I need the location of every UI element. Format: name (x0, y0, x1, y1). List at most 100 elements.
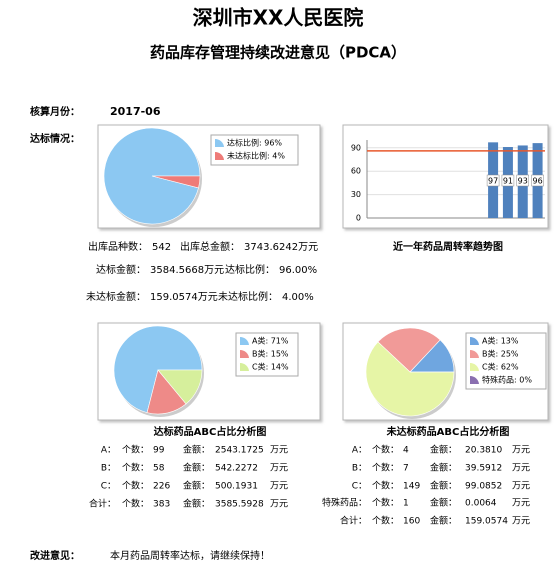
summary-value: 96.00% (279, 265, 317, 276)
summary-value: 3584.5668万元 (150, 265, 224, 276)
legend-swatch (240, 362, 249, 371)
legend-swatch (215, 151, 224, 160)
summary-label: 达标金额： (96, 263, 146, 276)
legend-label: 达标比例: 96% (227, 138, 282, 148)
table-cell: 226 (153, 482, 170, 492)
legend-swatch (470, 362, 479, 371)
table-cell: 1 (403, 499, 409, 509)
table-cell: 万元 (270, 482, 288, 492)
table-cell: 99.0852 (465, 482, 502, 492)
legend-label: C类: 14% (252, 362, 289, 372)
table-cell: 万元 (512, 446, 530, 456)
pie-slice (157, 369, 203, 405)
table-cell: 个数： (372, 515, 399, 527)
table-cell: A： (101, 446, 116, 456)
summary-label: 出库总金额： (180, 240, 240, 253)
table-cell: 金额： (430, 480, 457, 492)
chart-title: 近一年药品周转率趋势图 (393, 240, 503, 253)
legend-label: A类: 71% (252, 336, 289, 346)
status-label: 达标情况： (30, 132, 80, 145)
table-cell: 万元 (512, 499, 530, 509)
y-tick-label: 90 (351, 143, 361, 152)
table-cell: 160 (403, 517, 420, 527)
table-cell: 500.1931 (215, 482, 258, 492)
summary-value: 4.00% (282, 292, 314, 303)
legend-swatch (240, 349, 249, 358)
bar-label: 96 (532, 177, 542, 186)
table-cell: 万元 (512, 482, 530, 492)
table-cell: 金额： (430, 444, 457, 456)
table-cell: 0.0064 (465, 499, 497, 509)
table-cell: 金额： (183, 444, 210, 456)
pie-slice (113, 325, 203, 413)
table-cell: 542.2272 (215, 464, 258, 474)
table-cell: 金额： (430, 462, 457, 474)
chart-title: 达标药品ABC占比分析图 (154, 425, 267, 438)
y-tick-label: 30 (351, 190, 361, 199)
table-cell: 个数： (122, 444, 149, 456)
period-label: 核算月份： (30, 105, 80, 118)
bar-label: 97 (488, 177, 498, 186)
period-value: 2017-06 (110, 105, 161, 118)
pie-slice (151, 175, 201, 189)
bar-label: 91 (503, 177, 513, 186)
table-cell: 万元 (270, 500, 288, 510)
table-cell: 个数： (122, 480, 149, 492)
table-cell: C： (352, 482, 367, 492)
pie-slice (365, 341, 455, 417)
table-cell: 149 (403, 482, 420, 492)
table-cell: 万元 (270, 446, 288, 456)
table-cell: 58 (153, 464, 165, 474)
advice-label: 改进意见： (30, 549, 80, 562)
table-cell: 个数： (122, 462, 149, 474)
table-cell: 万元 (512, 464, 530, 474)
legend-swatch (470, 375, 479, 384)
table-cell: 个数： (122, 498, 149, 510)
legend (210, 134, 299, 166)
table-cell: 个数： (372, 480, 399, 492)
table-cell: 特殊药品： (322, 497, 367, 509)
table-cell: 个数： (372, 444, 399, 456)
legend-swatch (470, 336, 479, 345)
legend-swatch (215, 138, 224, 147)
table-cell: 99 (153, 446, 165, 456)
y-tick-label: 60 (351, 167, 361, 176)
legend-label: 特殊药品: 0% (482, 375, 532, 385)
table-cell: 39.5912 (465, 464, 502, 474)
legend-label: 未达标比例: 4% (227, 151, 285, 161)
table-cell: 2543.1725 (215, 446, 264, 456)
table-cell: 383 (153, 500, 170, 510)
legend-swatch (240, 336, 249, 345)
bar-label-box (486, 174, 500, 187)
summary-label: 出库品种数： (88, 240, 148, 253)
table-cell: B： (352, 464, 367, 474)
summary-label: 达标比例： (225, 263, 275, 276)
bar-label-box (516, 174, 529, 187)
table-cell: 金额： (183, 498, 210, 510)
subtitle: 药品库存管理持续改进意见（PDCA） (150, 44, 406, 62)
bar-label-box (501, 174, 515, 187)
table-cell: 万元 (270, 464, 288, 474)
summary-value: 159.0574万元 (150, 292, 218, 303)
summary-value: 542 (152, 242, 171, 253)
summary-label: 未达标金额： (86, 290, 146, 303)
table-cell: 合计： (340, 515, 367, 527)
table-cell: B： (101, 464, 116, 474)
chart-title: 未达标药品ABC占比分析图 (386, 425, 510, 438)
legend-label: A类: 13% (482, 336, 519, 346)
pie-slice (377, 327, 441, 373)
advice-text: 本月药品周转率达标，请继续保持！ (110, 549, 270, 562)
legend-swatch (470, 349, 479, 358)
table-cell: C： (101, 482, 116, 492)
table-cell: A： (352, 446, 367, 456)
bar-label: 93 (518, 177, 528, 186)
legend-label: C类: 62% (482, 362, 519, 372)
legend-label: B类: 15% (252, 349, 289, 359)
table-cell: 159.0574 (465, 517, 508, 527)
table-cell: 合计： (89, 498, 116, 510)
table-cell: 20.3810 (465, 446, 502, 456)
title: 深圳市XX人民医院 (193, 6, 364, 30)
table-cell: 个数： (372, 497, 399, 509)
summary-value: 3743.6242万元 (244, 242, 318, 253)
